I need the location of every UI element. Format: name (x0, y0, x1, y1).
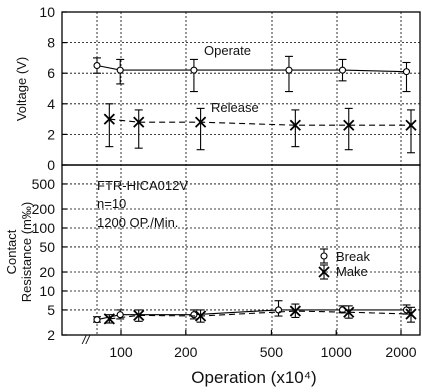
legend-break-entry: Break (320, 248, 370, 264)
annotation-model: FTR-HICA012V (97, 178, 188, 193)
data-point (289, 305, 301, 317)
annotation-sample-count: n=10 (97, 196, 126, 211)
data-point (116, 66, 124, 74)
data-point (289, 119, 301, 131)
y-tick-label: 200 (32, 201, 56, 217)
data-point-stroke (405, 119, 417, 131)
data-point (133, 116, 145, 128)
data-point-stroke (103, 313, 115, 325)
y-tick-label: 100 (32, 220, 56, 236)
x-tick-label: 100 (109, 344, 133, 360)
legend-break-marker (320, 248, 328, 264)
legend-make-entry: Make (318, 264, 368, 280)
data-point (405, 308, 417, 320)
y-tick-label: 6 (47, 65, 55, 81)
operate-series-label: Operate (204, 43, 251, 58)
data-point (405, 119, 417, 131)
y-tick-label: 500 (32, 176, 56, 192)
data-point (190, 66, 198, 74)
break-series (93, 300, 411, 324)
data-point-stroke (194, 116, 207, 128)
x-axis-label: Operation (x10⁴) (191, 368, 316, 387)
top-y-axis-label: Voltage (V) (14, 57, 29, 121)
y-tick-label: 10 (39, 4, 55, 20)
data-series (93, 55, 417, 325)
data-point-stroke (289, 119, 301, 131)
data-point (93, 62, 101, 70)
y-tick-label: 5 (47, 302, 55, 318)
bottom-y-axis-label-line1: Contact (4, 229, 19, 274)
data-point (93, 316, 101, 324)
data-point (133, 309, 145, 321)
y-tick-label: 20 (39, 264, 55, 280)
x-tick-label: 200 (174, 344, 198, 360)
legend: Break Make (318, 248, 370, 280)
top-plot-frame (61, 11, 421, 166)
operate-series (93, 55, 411, 93)
bottom-y-axis-label-line2: Resistance (m‰) (19, 202, 34, 302)
legend-break-label: Break (336, 249, 370, 264)
data-point-stroke (103, 113, 115, 125)
series-line (96, 64, 407, 73)
x-tick-label: 2000 (385, 344, 416, 360)
axis-ticks: 100 200 500 1000 2000 // 0 2 4 6 8 10 2 5 10 20 50 100 200… (32, 4, 417, 360)
data-point (194, 310, 207, 322)
y-tick-label: 4 (47, 96, 55, 112)
data-point (338, 66, 347, 74)
data-point (103, 113, 115, 125)
bottom-plot-frame (61, 164, 421, 336)
series-line (109, 310, 412, 320)
x-tick-label: 500 (260, 344, 284, 360)
y-tick-label: 10 (39, 283, 55, 299)
data-point (103, 313, 115, 325)
data-point-stroke (194, 310, 207, 322)
data-point (285, 66, 293, 74)
y-tick-label: 0 (47, 157, 55, 173)
data-point-stroke (343, 119, 355, 131)
series-line (109, 118, 411, 126)
release-series (103, 103, 417, 154)
y-tick-label: 2 (47, 126, 55, 142)
data-point (343, 119, 355, 131)
data-point (194, 116, 207, 128)
grid-lines (62, 12, 420, 335)
annotation-rate: 1200 OP./Min. (97, 215, 178, 230)
data-point-stroke (405, 308, 417, 320)
axis-break-mark: // (81, 332, 91, 347)
y-tick-label: 50 (39, 239, 55, 255)
data-point-stroke (289, 305, 301, 317)
data-point (343, 306, 355, 318)
data-point-stroke (343, 306, 355, 318)
y-tick-label: 8 (47, 35, 55, 51)
data-point (402, 68, 411, 76)
y-tick-label: 2 (47, 327, 55, 343)
legend-make-marker (318, 264, 330, 280)
data-point-stroke (133, 309, 145, 321)
release-series-label: Release (211, 100, 259, 115)
make-series (103, 303, 417, 325)
x-tick-label: 1000 (321, 344, 352, 360)
legend-make-label: Make (336, 264, 368, 279)
series-line (96, 309, 407, 321)
data-point-stroke (133, 116, 145, 128)
